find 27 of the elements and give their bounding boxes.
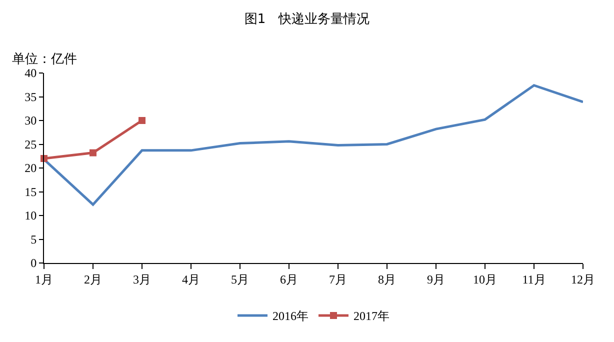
y-tick-label: 0 [30,256,37,270]
x-tick-label: 12月 [571,272,595,286]
x-tick-label: 5月 [231,272,249,286]
y-tick-label: 40 [24,66,37,80]
point [90,149,96,156]
y-tick-label: 35 [24,90,37,104]
x-tick-label: 3月 [133,272,151,286]
x-tick-label: 1月 [35,272,53,286]
x-tick-label: 4月 [182,272,200,286]
y-tick-label: 10 [24,208,37,223]
y-tick-label: 5 [30,232,37,246]
x-tick-label: 6月 [280,272,298,286]
chart-title: 图1 快递业务量情况 [244,12,370,27]
y-axis-title: 单位：亿件 [12,52,77,67]
legend-label: 2017年 [354,309,390,324]
y-tick-label: 25 [24,137,37,152]
x-tick-label: 9月 [427,272,445,286]
y-tick-label: 20 [24,161,37,176]
x-tick-label: 11月 [522,272,546,286]
y-tick-label: 15 [24,184,37,199]
x-tick-label: 10月 [473,272,497,286]
y-tick-label: 30 [24,114,37,128]
x-tick-label: 8月 [378,272,396,286]
point [138,117,146,124]
x-tick-label: 7月 [329,272,347,286]
x-tick-label: 2月 [84,272,102,286]
legend-label: 2016年 [272,309,308,324]
